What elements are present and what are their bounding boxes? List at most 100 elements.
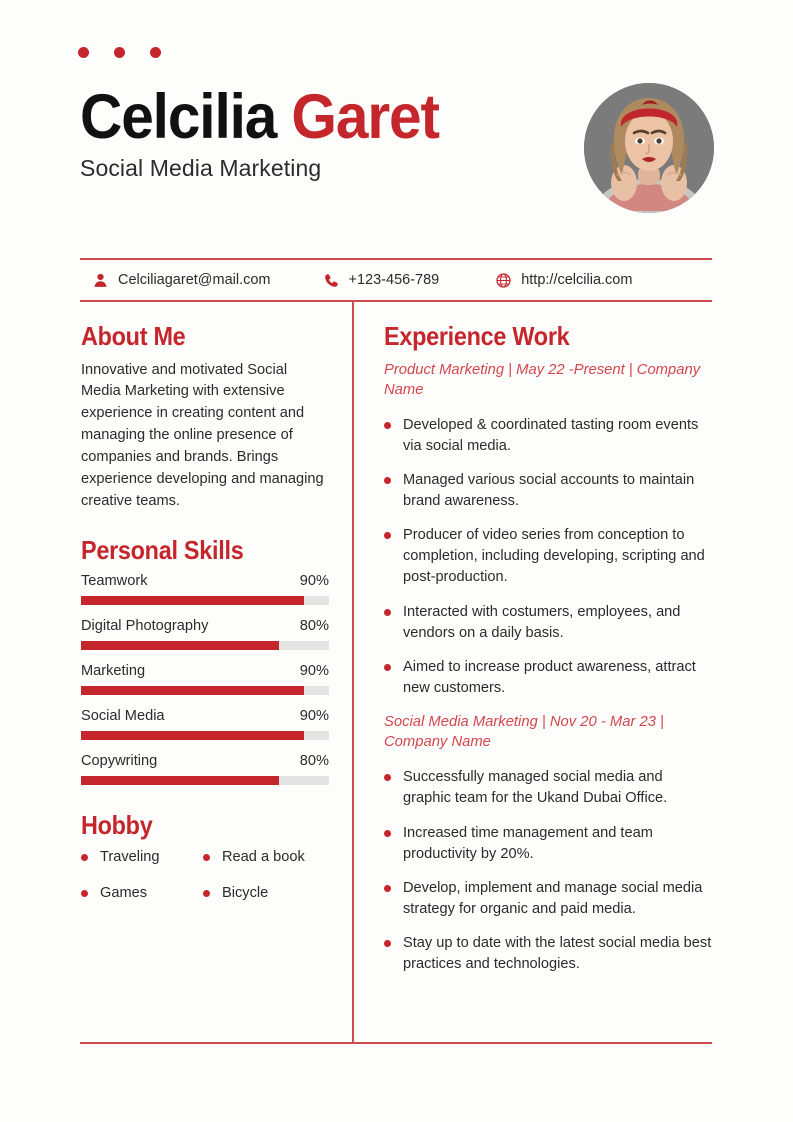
contact-phone[interactable]: +123-456-789 (323, 272, 440, 289)
hobby-label: Bicycle (222, 885, 269, 902)
hobby-heading: Hobby (81, 810, 153, 841)
job-bullet: Successfully managed social media and gr… (384, 767, 714, 809)
skill-progress-track (81, 641, 329, 651)
skill-item: Marketing 90% (81, 663, 329, 696)
experience-heading: Experience Work (384, 321, 570, 351)
left-column: About Me Innovative and motivated Social… (81, 322, 329, 901)
page-title: Celcilia Garet (80, 85, 675, 149)
contact-phone-text: +123-456-789 (348, 272, 440, 288)
bullet-dot-icon (384, 421, 391, 429)
job-title: Product Marketing | May 22 -Present | Co… (384, 361, 701, 398)
about-heading: About Me (81, 321, 186, 351)
job-bullet: Developed & coordinated tasting room eve… (384, 415, 714, 457)
right-column: Experience Work Product Marketing | May … (384, 322, 714, 988)
skill-value: 80% (299, 618, 329, 635)
header: Celcilia Garet Social Media Marketing (80, 85, 720, 220)
dot-1 (78, 47, 89, 58)
skill-progress-fill (81, 776, 280, 786)
job-bullet: Increased time management and team produ… (384, 823, 714, 865)
bullet-dot-icon (203, 889, 210, 897)
phone-icon (324, 273, 338, 287)
bullet-dot-icon (384, 940, 391, 948)
contact-email-text: Celciliagaret@mail.com (118, 272, 271, 288)
first-name: Celcilia (80, 82, 277, 152)
job-bullet-text: Successfully managed social media and gr… (403, 769, 668, 807)
bullet-dot-icon (203, 853, 210, 861)
skill-item: Social Media 90% (81, 708, 329, 741)
dot-3 (150, 47, 161, 58)
contact-rule-bottom (80, 300, 712, 302)
job-bullet-text: Managed various social accounts to maint… (403, 471, 695, 509)
skill-value: 90% (299, 573, 329, 590)
contact-website-text: http://celcilia.com (521, 272, 633, 288)
bullet-dot-icon (81, 853, 88, 861)
last-name: Garet (291, 82, 440, 152)
avatar-illustration (584, 83, 714, 213)
dot-2 (114, 47, 125, 58)
column-divider (352, 302, 354, 1043)
skill-value: 80% (299, 753, 329, 770)
job-bullet-list: Successfully managed social media and gr… (384, 767, 714, 975)
skill-progress-fill (81, 596, 305, 606)
skill-item: Teamwork 90% (81, 573, 329, 606)
skill-progress-track (81, 686, 329, 696)
skills-heading: Personal Skills (81, 534, 244, 565)
skill-item: Copywriting 80% (81, 753, 329, 786)
hobby-item: Read a book (203, 849, 329, 865)
job-bullet-text: Stay up to date with the latest social m… (403, 935, 712, 973)
experience-job: Product Marketing | May 22 -Present | Co… (384, 361, 714, 700)
job-bullet: Managed various social accounts to maint… (384, 470, 714, 512)
job-bullet: Interacted with costumers, employees, an… (384, 602, 714, 644)
skill-progress-fill (81, 686, 305, 696)
globe-icon (496, 272, 511, 288)
bullet-dot-icon (384, 476, 391, 484)
skill-value: 90% (299, 708, 329, 725)
job-role-subtitle: Social Media Marketing (80, 155, 322, 182)
experience-job: Social Media Marketing | Nov 20 - Mar 23… (384, 713, 714, 975)
bullet-dot-icon (384, 884, 391, 892)
skill-value: 90% (299, 663, 329, 680)
hobby-label: Read a book (222, 849, 305, 866)
bullet-dot-icon (384, 774, 391, 782)
about-text: Innovative and motivated Social Media Ma… (81, 361, 324, 509)
skill-label: Marketing (81, 663, 146, 680)
job-bullet: Producer of video series from conception… (384, 525, 714, 588)
hobby-item: Games (81, 885, 203, 901)
job-bullet-text: Develop, implement and manage social med… (403, 879, 703, 917)
avatar (584, 83, 714, 213)
hobby-label: Games (100, 885, 148, 902)
skill-progress-track (81, 596, 329, 606)
skill-label: Social Media (81, 708, 165, 725)
contact-website[interactable]: http://celcilia.com (495, 272, 632, 289)
contact-email[interactable]: Celciliagaret@mail.com (92, 272, 271, 289)
job-title: Social Media Marketing | Nov 20 - Mar 23… (384, 714, 664, 751)
contact-bar: Celciliagaret@mail.com +123-456-789 http… (80, 260, 712, 300)
job-bullet-list: Developed & coordinated tasting room eve… (384, 415, 714, 700)
job-bullet: Aimed to increase product awareness, att… (384, 657, 714, 699)
job-bullet: Stay up to date with the latest social m… (384, 933, 714, 975)
bullet-dot-icon (384, 532, 391, 540)
job-bullet-text: Producer of video series from conception… (403, 527, 705, 586)
bullet-dot-icon (81, 889, 88, 897)
skill-item: Digital Photography 80% (81, 618, 329, 651)
skill-progress-fill (81, 731, 305, 741)
skill-progress-track (81, 776, 329, 786)
skill-label: Copywriting (81, 753, 158, 770)
job-bullet-text: Aimed to increase product awareness, att… (403, 658, 696, 697)
skill-label: Digital Photography (81, 618, 209, 635)
hobby-section: Hobby Traveling Read a book Games Bicycl… (81, 811, 329, 901)
contact-rule-top (80, 258, 712, 260)
skill-progress-track (81, 731, 329, 741)
job-bullet-text: Interacted with costumers, employees, an… (403, 603, 681, 641)
hobby-item: Traveling (81, 849, 203, 865)
skills-section: Personal Skills Teamwork 90% Digital Pho… (81, 536, 329, 786)
job-bullet: Develop, implement and manage social med… (384, 878, 714, 920)
job-bullet-text: Increased time management and team produ… (403, 824, 653, 862)
footer-rule (80, 1042, 712, 1044)
hobby-label: Traveling (100, 849, 160, 866)
hobby-item: Bicycle (203, 885, 329, 901)
person-icon (94, 273, 107, 287)
skill-label: Teamwork (81, 573, 148, 590)
decorative-dots (78, 47, 161, 58)
